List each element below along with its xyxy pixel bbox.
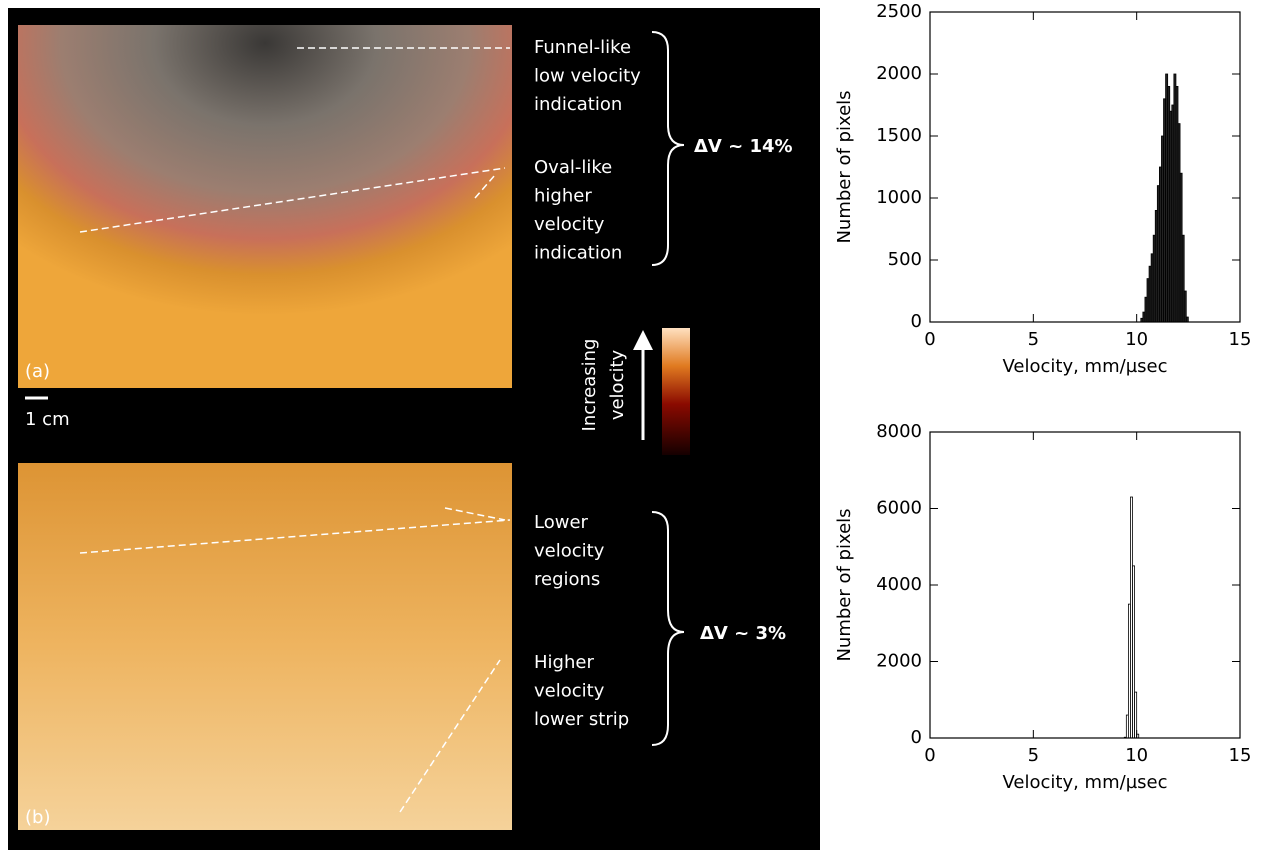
y-tick-label: 500	[888, 249, 922, 270]
x-tick-label: 15	[1229, 745, 1252, 766]
annotation: lower strip	[534, 709, 629, 730]
y-axis-label: Number of pixels	[834, 508, 855, 661]
leader-lines	[79, 47, 510, 233]
y-tick-label: 2000	[876, 63, 922, 84]
y-tick-label: 6000	[876, 498, 922, 519]
image-b	[18, 463, 512, 830]
brace	[651, 31, 685, 266]
annotation: higher	[534, 186, 592, 207]
x-tick-label: 10	[1125, 745, 1148, 766]
x-tick-label: 5	[1028, 745, 1039, 766]
axes-frame	[929, 11, 1241, 323]
annotation: regions	[534, 569, 600, 590]
delta-label: ΔV ~ 14%	[694, 136, 793, 157]
y-tick-label: 1000	[876, 187, 922, 208]
panel-label: (a)	[25, 361, 50, 382]
panel-label: (b)	[25, 807, 50, 828]
scale-label: 1 cm	[25, 409, 70, 430]
colorbar-label-line: velocity	[607, 349, 628, 420]
y-tick-label: 2000	[876, 651, 922, 672]
y-tick-label: 1500	[876, 125, 922, 146]
y-axis-label: Number of pixels	[834, 90, 855, 243]
annotation: Funnel-like	[534, 37, 631, 58]
x-tick-label: 0	[924, 329, 935, 350]
y-tick-label: 2500	[876, 1, 922, 22]
annotation: low velocity	[534, 66, 641, 87]
y-tick-label: 8000	[876, 421, 922, 442]
image-a	[18, 25, 512, 388]
y-tick-label: 0	[911, 311, 922, 332]
colorbar-label-line: Increasing	[579, 339, 600, 432]
y-tick-label: 4000	[876, 574, 922, 595]
delta-label: ΔV ~ 3%	[700, 623, 786, 644]
annotation: Lower	[534, 512, 589, 533]
brace	[651, 511, 685, 746]
annotation: velocity	[534, 214, 605, 235]
x-tick-label: 10	[1125, 329, 1148, 350]
annotation: Higher	[534, 652, 594, 673]
annotation: velocity	[534, 541, 605, 562]
arrow-head	[633, 330, 653, 350]
colorbar	[662, 328, 690, 455]
x-tick-label: 15	[1229, 329, 1252, 350]
annotation: Oval-like	[534, 157, 612, 178]
leader-lines	[79, 507, 511, 813]
y-tick-label: 0	[911, 727, 922, 748]
annotation: indication	[534, 243, 622, 264]
annotation: indication	[534, 94, 622, 115]
axes-frame	[929, 431, 1241, 739]
colorbar-label: Increasing velocity	[579, 339, 628, 432]
x-axis-label: Velocity, mm/µsec	[1003, 772, 1168, 793]
annotation: velocity	[534, 681, 605, 702]
x-tick-label: 5	[1028, 329, 1039, 350]
bar	[1185, 316, 1189, 323]
x-tick-label: 0	[924, 745, 935, 766]
x-axis-label: Velocity, mm/µsec	[1003, 356, 1168, 377]
